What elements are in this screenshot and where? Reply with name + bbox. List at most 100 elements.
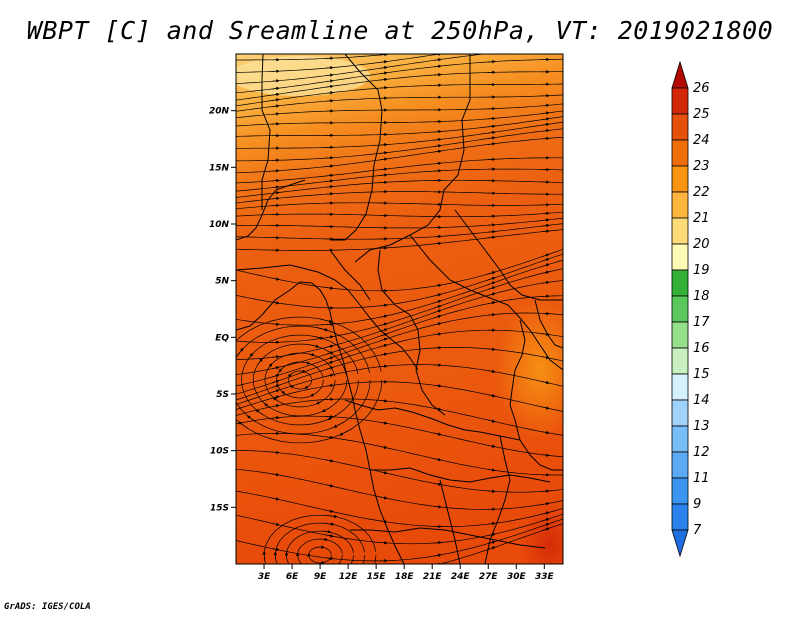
streamline-arrow xyxy=(379,364,388,368)
streamline-arrow xyxy=(271,355,280,359)
colorbar-swatch xyxy=(671,113,689,141)
streamline-arrow xyxy=(325,79,334,83)
colorbar: 26 25 24 23 22 21 20 19 18 17 16 15 14 13 12 11 9 7 xyxy=(671,60,710,558)
streamline-arrow xyxy=(271,104,280,108)
streamline-arrow xyxy=(310,344,320,348)
lon-tick-label: 21E xyxy=(423,572,443,582)
streamline-arrow xyxy=(541,355,550,360)
colorbar-label: 15 xyxy=(693,367,710,382)
colorbar-label: 25 xyxy=(693,107,710,122)
streamline-arrow xyxy=(325,509,334,513)
streamline-arrow xyxy=(325,459,334,463)
border-line xyxy=(484,435,511,564)
streamline-arrow xyxy=(542,40,548,41)
streamline-arrow xyxy=(324,514,338,519)
colorbar-label: 9 xyxy=(693,497,701,512)
colorbar-swatch xyxy=(671,503,689,531)
streamline xyxy=(236,83,563,107)
streamline-arrow xyxy=(271,196,280,201)
streamline-arrow xyxy=(487,347,496,352)
streamline-arrow xyxy=(541,453,550,457)
streamline xyxy=(236,490,563,527)
streamline xyxy=(236,168,563,192)
streamline xyxy=(236,103,563,119)
streamline-arrow xyxy=(379,399,388,403)
streamline xyxy=(236,259,563,326)
streamline-arrow xyxy=(325,356,334,360)
colorbar-label: 20 xyxy=(693,237,710,252)
streamline-arrow xyxy=(310,393,315,397)
streamline xyxy=(236,415,563,458)
map-title: WBPT [C] and Sreamline at 250hPa, VT: 20… xyxy=(26,16,774,45)
streamline xyxy=(236,223,563,240)
streamline-arrow xyxy=(487,292,496,296)
colorbar-label: 22 xyxy=(693,185,710,200)
streamline-arrow xyxy=(433,304,442,309)
streamline-arrow xyxy=(325,66,334,70)
streamline-arrow xyxy=(264,403,271,409)
streamline-arrow xyxy=(487,281,496,285)
colorbar-swatch xyxy=(671,347,689,375)
colorbar-top-arrow xyxy=(671,60,689,89)
streamline-arrow xyxy=(379,151,388,155)
colorbar-swatch xyxy=(671,451,689,479)
streamline-arrow xyxy=(323,522,335,526)
border-line xyxy=(236,281,405,564)
streamline-arrow xyxy=(541,229,550,233)
streamline-arrow xyxy=(271,185,280,189)
streamline-arrow xyxy=(287,373,292,378)
streamline-arrow xyxy=(433,58,442,62)
streamline-arrow xyxy=(326,577,332,578)
border-line xyxy=(409,234,563,371)
streamline-arrow xyxy=(379,322,388,326)
streamline-arrow xyxy=(488,41,494,42)
lat-tick-label: 5N xyxy=(215,277,229,287)
streamline-arrow xyxy=(325,484,334,488)
streamline-arrow xyxy=(541,380,550,385)
streamline-arrow xyxy=(328,585,337,587)
lat-tick-label: 10N xyxy=(209,220,230,230)
streamline-arrow xyxy=(271,416,280,420)
streamline-arrow xyxy=(487,142,496,146)
streamline-arrow xyxy=(487,369,496,374)
border-line xyxy=(509,319,563,471)
streamline-arrow xyxy=(487,419,496,423)
streamline xyxy=(236,468,563,510)
streamline-arrow xyxy=(236,347,244,357)
streamline-arrow xyxy=(379,470,388,475)
streamline-arrow xyxy=(325,84,334,89)
streamline-arrow xyxy=(379,421,388,425)
streamline-arrow xyxy=(379,65,388,70)
streamline-arrow xyxy=(379,303,388,308)
colorbar-label: 11 xyxy=(693,471,710,486)
streamline-arrow xyxy=(325,383,334,388)
streamline-arrow xyxy=(271,366,280,370)
streamline-arrow xyxy=(325,534,334,538)
lat-tick-label: 10S xyxy=(210,447,229,457)
streamline-arrow xyxy=(433,309,442,314)
streamline-arrow xyxy=(271,547,280,552)
colorbar-label: 18 xyxy=(693,289,710,304)
colorbar-swatch xyxy=(671,217,689,245)
streamline xyxy=(236,229,563,251)
streamline-arrow xyxy=(379,54,388,57)
lat-tick-label: EQ xyxy=(215,333,229,343)
colorbar-swatch xyxy=(671,295,689,323)
streamline-arrow xyxy=(325,185,334,189)
streamline-arrow xyxy=(541,253,550,257)
colorbar-swatch xyxy=(671,425,689,453)
streamline-arrow xyxy=(541,122,550,127)
lon-tick-label: 6E xyxy=(286,572,299,582)
streamline-arrow xyxy=(379,343,388,348)
streamline-arrow xyxy=(321,537,329,542)
streamline-arrow xyxy=(305,361,311,365)
streamline-arrow xyxy=(541,430,550,435)
streamline-arrow xyxy=(488,46,494,47)
streamline-arrow xyxy=(321,407,330,413)
streamline-arrow xyxy=(379,337,388,342)
streamline-arrow xyxy=(272,397,279,402)
streamline xyxy=(438,523,563,564)
streamline-arrow xyxy=(319,318,333,323)
streamline xyxy=(236,58,563,94)
